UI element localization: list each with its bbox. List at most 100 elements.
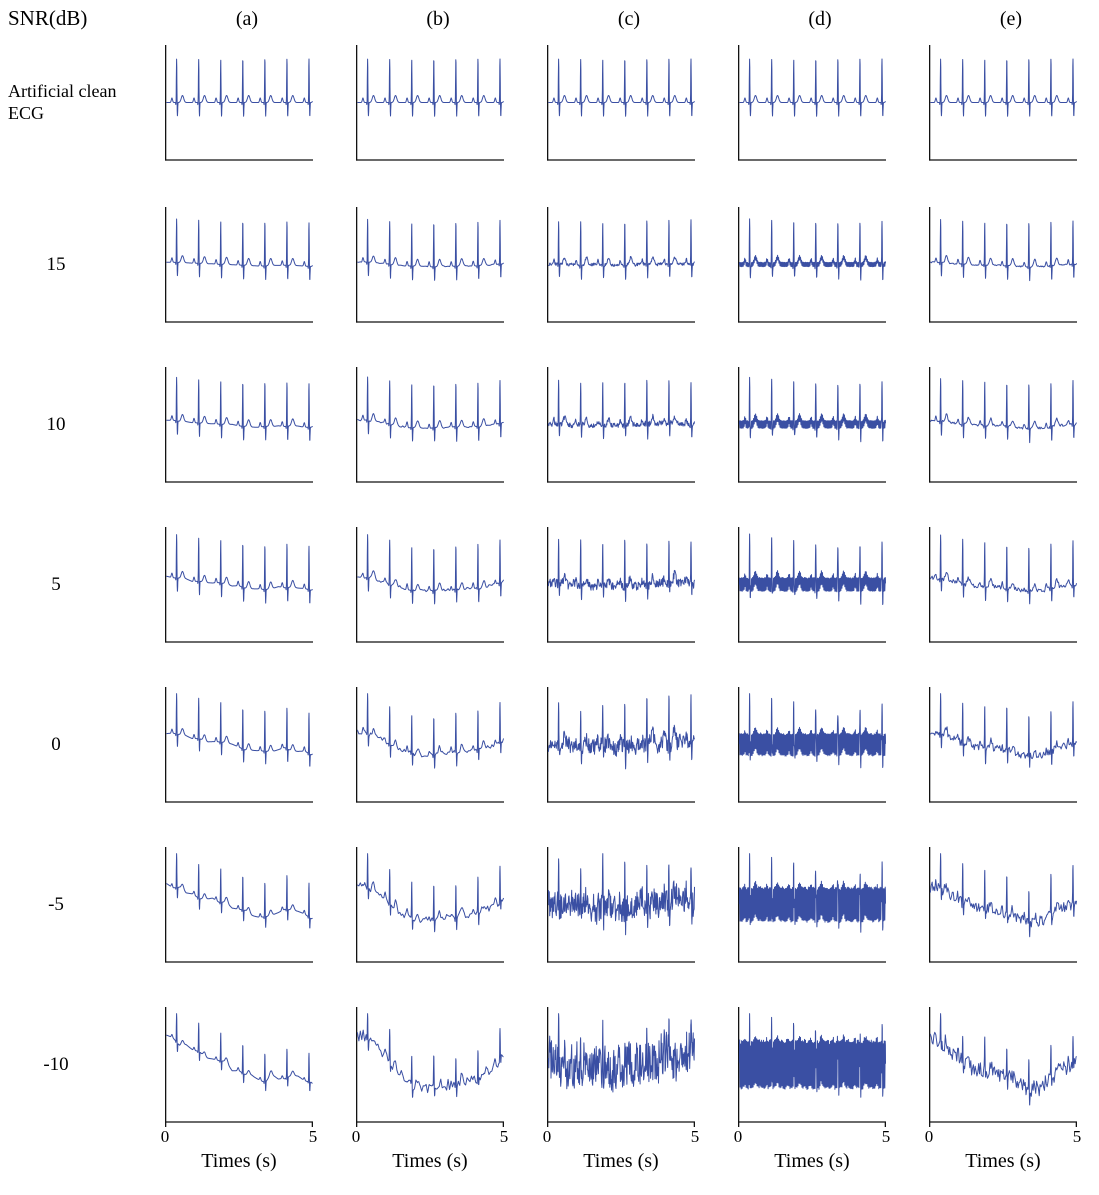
panel-cell-1-3 [737, 162, 929, 323]
ecg-trace [166, 693, 313, 767]
x-tick-0: 0 [733, 1127, 743, 1146]
panel-cell-4-4 [928, 642, 1099, 803]
ecg-trace [547, 538, 695, 602]
ecg-trace [929, 693, 1077, 768]
ecg-trace [166, 376, 313, 441]
panel-row-10db [164, 322, 1099, 483]
ecg-trace [929, 378, 1077, 444]
panel-cell-2-1 [355, 322, 547, 483]
panel-cell-5-0 [164, 802, 356, 963]
x-axis-band: 0 5 Times (s) 0 5 Times (s) 0 5 Times (s) 0… [0, 1122, 1099, 1195]
ecg-panel-2-3 [737, 367, 886, 483]
panel-cell-0-4 [928, 42, 1099, 162]
x-tick-5: 5 [690, 1127, 700, 1146]
ecg-trace [166, 1013, 313, 1092]
ecg-panel-2-1 [355, 367, 504, 483]
ecg-trace [738, 376, 886, 443]
panel-row-clean [164, 42, 1099, 162]
panel-cell-0-1 [355, 42, 547, 162]
ecg-trace [357, 58, 504, 117]
header-band: SNR(dB) (a) (b) (c) (d) (e) [0, 0, 1099, 42]
ecg-panel-6-2 [546, 1007, 696, 1127]
ecg-trace [738, 853, 886, 933]
ecg-trace [547, 694, 695, 770]
ecg-panel-4-2 [546, 687, 695, 803]
ecg-panel-1-2 [546, 207, 695, 323]
ecg-trace [929, 853, 1077, 938]
panel-cell-3-4 [928, 482, 1099, 643]
ecg-trace [547, 853, 695, 936]
ecg-trace [738, 1013, 886, 1098]
panel-cell-1-2 [546, 162, 738, 323]
panel-cell-1-0 [164, 162, 356, 323]
panel-cell-5-2 [546, 802, 738, 963]
ecg-trace [166, 853, 313, 929]
ecg-panel-1-3 [737, 207, 886, 323]
ecg-trace [738, 533, 886, 605]
panel-cell-6-0 [164, 962, 356, 1127]
ecg-panel-4-1 [355, 687, 504, 803]
ecg-panel-0-4 [928, 45, 1077, 161]
column-header-c: (c) [617, 8, 641, 30]
x-axis-cell-e: 0 5 Times (s) [925, 1122, 1099, 1195]
ecg-trace [357, 853, 504, 933]
x-axis-cell-d: 0 5 Times (s) [734, 1122, 929, 1195]
ecg-trace [357, 218, 504, 281]
panel-cell-4-2 [546, 642, 738, 803]
ecg-trace [357, 376, 504, 442]
ecg-trace [930, 58, 1077, 117]
ecg-panel-0-0 [164, 45, 313, 161]
row-label-15: 15 [46, 253, 66, 275]
x-axis-label: Times (s) [392, 1150, 468, 1172]
ecg-panel-2-2 [546, 367, 695, 483]
plot-row-10db: 10 [0, 322, 1099, 483]
x-tick-0: 0 [351, 1127, 361, 1146]
ecg-trace [548, 58, 695, 117]
ecg-trace [547, 379, 695, 440]
row-label-neg5: -5 [48, 893, 64, 915]
panel-cell-0-2 [546, 42, 738, 162]
ecg-panel-3-1 [355, 527, 504, 643]
row-label-10: 10 [46, 413, 66, 435]
ecg-trace [356, 693, 504, 769]
ecg-panel-1-0 [164, 207, 313, 323]
panel-cell-3-1 [355, 482, 547, 643]
ecg-panel-5-2 [546, 847, 695, 963]
ecg-trace [166, 534, 313, 604]
ecg-panel-2-0 [164, 367, 313, 483]
x-axis-label: Times (s) [774, 1150, 850, 1172]
ecg-panel-1-1 [355, 207, 504, 323]
ecg-panel-5-3 [737, 847, 886, 963]
row-label-neg10: -10 [43, 1053, 69, 1075]
panel-cell-3-0 [164, 482, 356, 643]
ecg-panel-5-0 [164, 847, 313, 963]
panel-cell-3-2 [546, 482, 738, 643]
ecg-panel-0-3 [737, 45, 886, 161]
ecg-panel-3-0 [164, 527, 313, 643]
ecg-panel-5-4 [928, 847, 1077, 963]
ecg-panel-3-4 [928, 527, 1077, 643]
ecg-trace [738, 693, 886, 769]
plot-row-0db: 0 [0, 642, 1099, 803]
snr-corner-label: SNR(dB) [8, 6, 88, 30]
plot-row-neg5db: -5 [0, 802, 1099, 963]
column-header-a: (a) [235, 8, 259, 30]
ecg-panel-4-4 [928, 687, 1077, 803]
ecg-panel-0-2 [546, 45, 695, 161]
panel-cell-2-4 [928, 322, 1099, 483]
ecg-trace [738, 218, 886, 281]
panel-cell-4-1 [355, 642, 547, 803]
panel-cell-6-2 [546, 962, 738, 1127]
panel-cell-4-3 [737, 642, 929, 803]
column-header-a-cell: (a) [173, 0, 364, 42]
ecg-trace [166, 218, 313, 280]
panel-cell-5-1 [355, 802, 547, 963]
ecg-trace [929, 1013, 1077, 1106]
x-tick-0: 0 [924, 1127, 934, 1146]
x-tick-5: 5 [499, 1127, 509, 1146]
x-tick-5: 5 [881, 1127, 891, 1146]
panel-row-0db [164, 642, 1099, 803]
ecg-panel-3-2 [546, 527, 695, 643]
panel-cell-2-3 [737, 322, 929, 483]
